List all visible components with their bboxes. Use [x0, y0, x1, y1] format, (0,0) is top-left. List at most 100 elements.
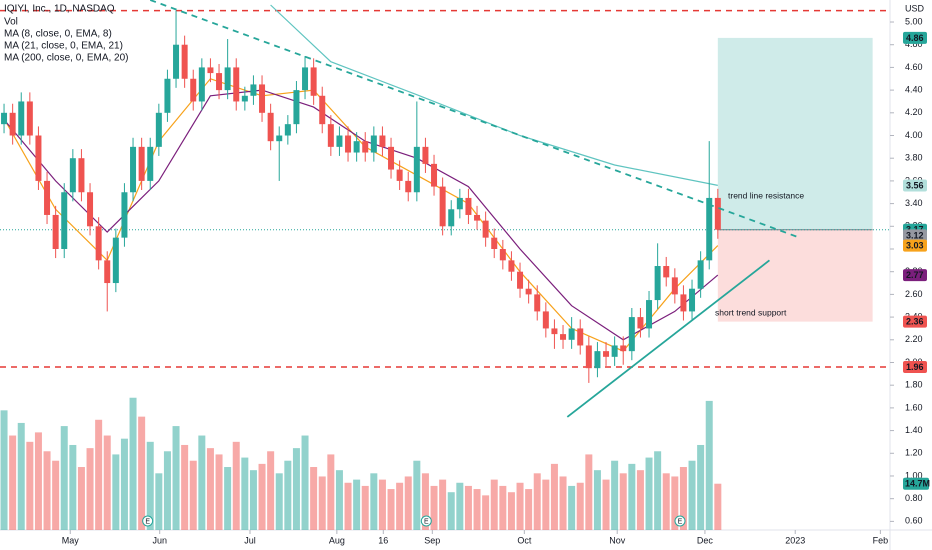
volume-bar	[473, 489, 481, 530]
candle-body	[1, 112, 8, 125]
volume-bar	[353, 479, 361, 530]
y-tick-label: 2.20	[905, 334, 923, 344]
candle-body	[413, 146, 420, 193]
volume-bar	[370, 473, 378, 530]
legend-entry: Vol	[4, 17, 18, 28]
volume-bar	[335, 470, 343, 530]
candle-body	[603, 351, 610, 357]
volume-bar	[430, 485, 438, 530]
volume-bar	[697, 444, 705, 530]
x-tick-label: Jul	[244, 535, 256, 545]
candle-body	[190, 78, 197, 102]
earnings-marker	[674, 515, 686, 527]
volume-bar	[490, 479, 498, 530]
candle-body	[379, 135, 386, 147]
trendline	[149, 0, 800, 239]
candle-body	[465, 197, 472, 215]
candle-body	[448, 209, 455, 227]
price-label: 3.12	[906, 230, 924, 240]
y-tick-label: 2.60	[905, 289, 923, 299]
legend-entry: MA (200, close, 0, EMA, 20)	[4, 53, 129, 64]
candle-body	[689, 288, 696, 312]
volume-bar	[628, 463, 636, 530]
candle-body	[173, 44, 180, 79]
candle-body	[224, 67, 231, 91]
candle-body	[542, 311, 549, 329]
candle-body	[508, 260, 515, 272]
candle-body	[646, 300, 653, 329]
y-tick-label: 4.20	[905, 107, 923, 117]
volume-bar	[671, 476, 679, 530]
candle-body	[138, 146, 145, 181]
ma-line	[270, 4, 718, 186]
volume-bar	[361, 485, 369, 530]
candle-body	[620, 345, 627, 352]
volume-bar	[34, 432, 42, 530]
volume-bar	[378, 479, 386, 530]
volume-bar	[232, 441, 240, 530]
volume-bar	[69, 444, 77, 530]
volume-bar	[52, 460, 60, 530]
price-label: 2.77	[906, 270, 924, 280]
volume-bar	[421, 473, 429, 530]
x-tick-label: 2023	[785, 535, 805, 545]
candle-body	[293, 90, 300, 125]
candle-body	[439, 186, 446, 227]
candle-body	[663, 266, 670, 278]
candle-body	[654, 266, 661, 301]
volume-bar	[146, 441, 154, 530]
candle-body	[370, 135, 377, 153]
price-label-box	[903, 239, 927, 252]
candle-body	[362, 141, 369, 153]
candle-body	[611, 345, 618, 357]
y-tick-label: 3.40	[905, 198, 923, 208]
volume-bar	[292, 448, 300, 530]
volume-bar	[645, 457, 653, 530]
volume-bar	[120, 438, 128, 530]
candle-body	[319, 95, 326, 125]
volume-bar	[499, 485, 507, 530]
x-tick-label: Aug	[329, 535, 345, 545]
candle-body	[525, 288, 532, 295]
volume-bar	[507, 492, 515, 530]
candle-body	[697, 260, 704, 289]
candle-body	[284, 124, 291, 136]
candle-body	[491, 237, 498, 249]
legend-entry: MA (21, close, 0, EMA, 21)	[4, 41, 123, 52]
y-tick-label: 0.60	[905, 516, 923, 526]
volume-bar	[542, 479, 550, 530]
volume-label-box	[903, 477, 929, 490]
earnings-label: E	[145, 518, 150, 525]
price-label: 2.36	[906, 317, 924, 327]
candle-body	[198, 67, 205, 102]
legend-entry: MA (8, close, 0, EMA, 8)	[4, 29, 112, 40]
y-tick-label: 4.40	[905, 84, 923, 94]
volume-bar	[103, 435, 111, 530]
candle-body	[585, 345, 592, 369]
candle-body	[396, 169, 403, 181]
price-label-box	[903, 269, 927, 282]
trendline-label: short trend support	[715, 307, 787, 317]
y-tick-label: 1.00	[905, 470, 923, 480]
candle-body	[44, 180, 51, 215]
earnings-label: E	[424, 518, 429, 525]
candle-body	[517, 271, 524, 289]
candle-body	[560, 334, 567, 340]
y-tick-label: 4.80	[905, 39, 923, 49]
candle-body	[276, 135, 283, 142]
price-label: 3.56	[906, 180, 924, 190]
trendline	[566, 259, 770, 418]
volume-bar	[0, 410, 8, 530]
volume-bar	[327, 454, 335, 530]
candle-body	[310, 67, 317, 96]
candle-body	[474, 214, 481, 221]
candle-body	[302, 67, 309, 91]
currency: USD	[905, 3, 925, 13]
volume-bar	[714, 483, 722, 530]
price-label-box	[903, 31, 927, 44]
candle-body	[327, 124, 334, 147]
candle-body	[130, 146, 137, 193]
candle-body	[9, 112, 16, 136]
volume-bar	[318, 476, 326, 530]
